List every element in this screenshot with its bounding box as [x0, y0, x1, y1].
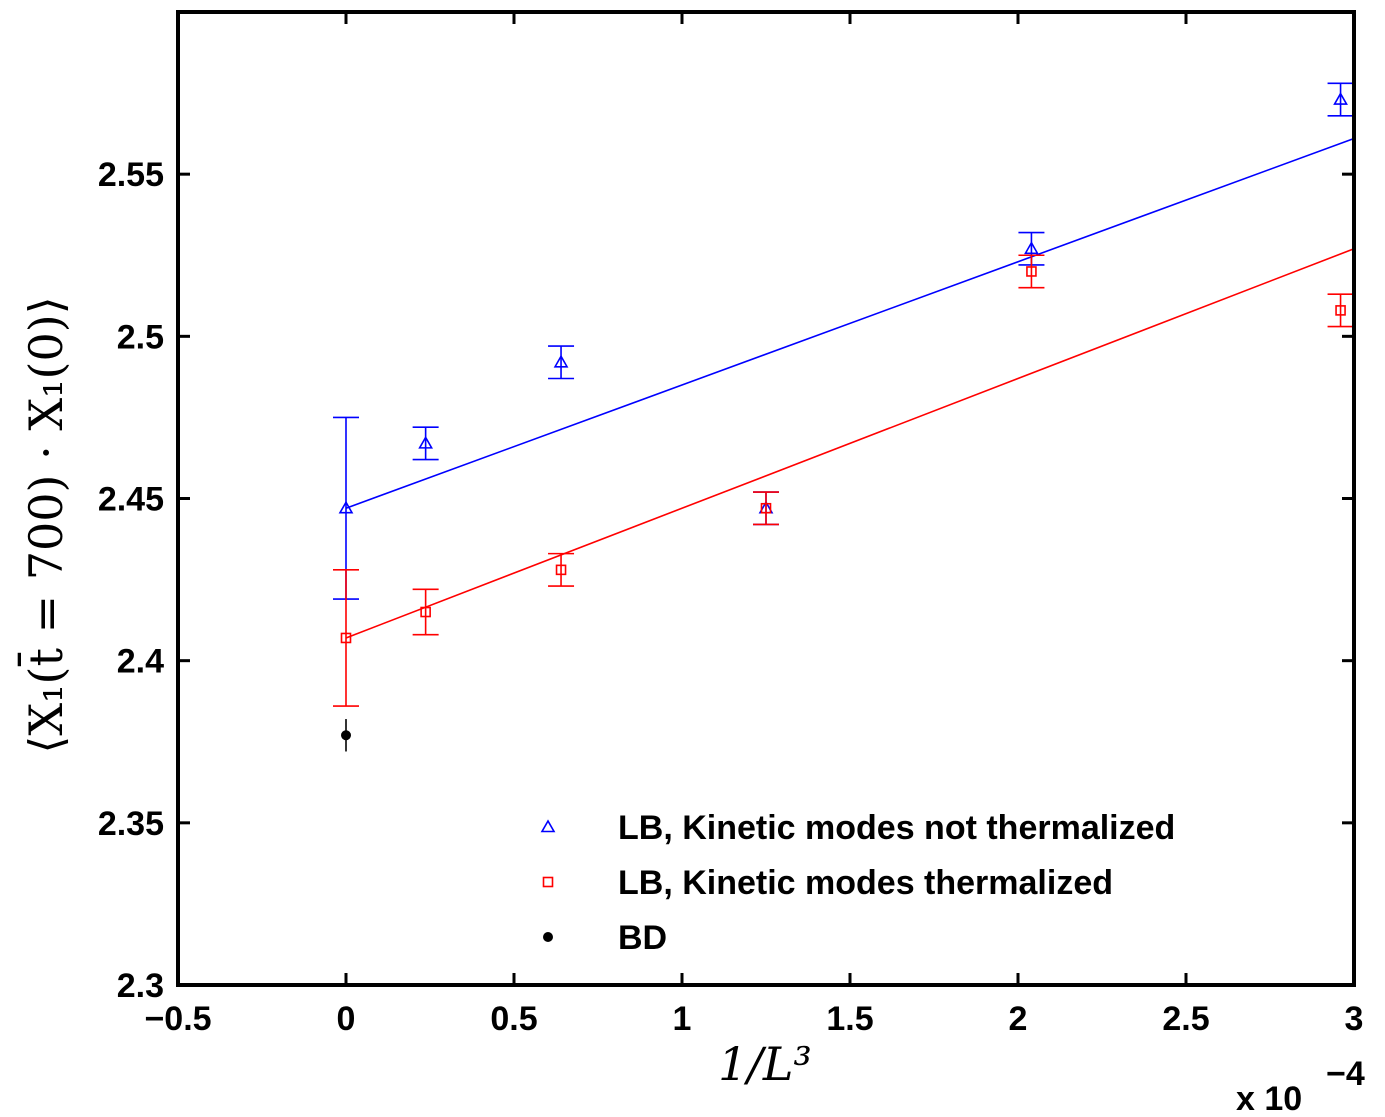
- legend-item: BD: [543, 919, 667, 957]
- legend-label: LB, Kinetic modes thermalized: [618, 864, 1113, 902]
- data-point-square: [420, 606, 431, 618]
- data-point-triangle: [553, 354, 569, 368]
- legend-label: BD: [618, 919, 667, 957]
- y-axis-title: ⟨X₁(t̄ = 700) · X₁(0)⟩: [16, 296, 73, 753]
- series: [341, 719, 351, 752]
- y-tick-label: 2.5: [117, 318, 164, 356]
- data-point-triangle: [1024, 241, 1039, 255]
- data-point-triangle: [540, 819, 556, 833]
- data-point-dot: [341, 730, 351, 741]
- x-tick-label: 1.5: [826, 1000, 873, 1038]
- data-point-square: [542, 876, 554, 888]
- x-tick-label: 0.5: [490, 1000, 537, 1038]
- legend: LB, Kinetic modes not thermalized LB, Kin…: [540, 809, 1175, 957]
- data-point-square: [340, 632, 352, 644]
- y-tick-label: 2.35: [98, 805, 164, 843]
- data-point-triangle: [338, 500, 354, 514]
- legend-item: LB, Kinetic modes thermalized: [542, 864, 1113, 902]
- data-point-square: [555, 564, 567, 576]
- x-multiplier-exponent: −4: [1326, 1055, 1365, 1093]
- legend-label: LB, Kinetic modes not thermalized: [618, 809, 1175, 847]
- fit-lines: [345, 137, 1355, 639]
- x-axis-title: 1/L³: [718, 1037, 812, 1091]
- fit-line: [345, 248, 1355, 639]
- y-tick-label: 2.55: [98, 156, 164, 194]
- data-point-triangle: [1333, 91, 1348, 105]
- data-point-dot: [543, 932, 553, 942]
- data-point-square: [760, 502, 772, 514]
- series-layer: [333, 82, 1354, 752]
- x-tick-label: 3: [1345, 1000, 1364, 1038]
- series: [333, 254, 1354, 707]
- x-tick-label: 2: [1009, 1000, 1028, 1038]
- x-tick-label: 2.5: [1162, 1000, 1209, 1038]
- tick-labels: −0.5 0 0.5 1 1.5 2 2.5 3 2.3 2.35 2.4 2.45 2.5 2.55: [98, 156, 1364, 1038]
- x-tick-label: 0: [337, 1000, 356, 1038]
- legend-item: LB, Kinetic modes not thermalized: [540, 809, 1175, 847]
- x-multiplier-label: x 10: [1236, 1080, 1302, 1117]
- fit-line: [345, 137, 1355, 509]
- y-tick-label: 2.4: [117, 643, 164, 681]
- x-tick-label: −0.5: [144, 1000, 211, 1038]
- x-tick-label: 1: [673, 1000, 692, 1038]
- y-tick-label: 2.3: [117, 967, 164, 1005]
- y-tick-label: 2.45: [98, 481, 164, 519]
- data-point-square: [1026, 266, 1037, 277]
- axes: [176, 10, 1356, 987]
- data-point-square: [1335, 305, 1346, 316]
- data-point-triangle: [418, 435, 434, 449]
